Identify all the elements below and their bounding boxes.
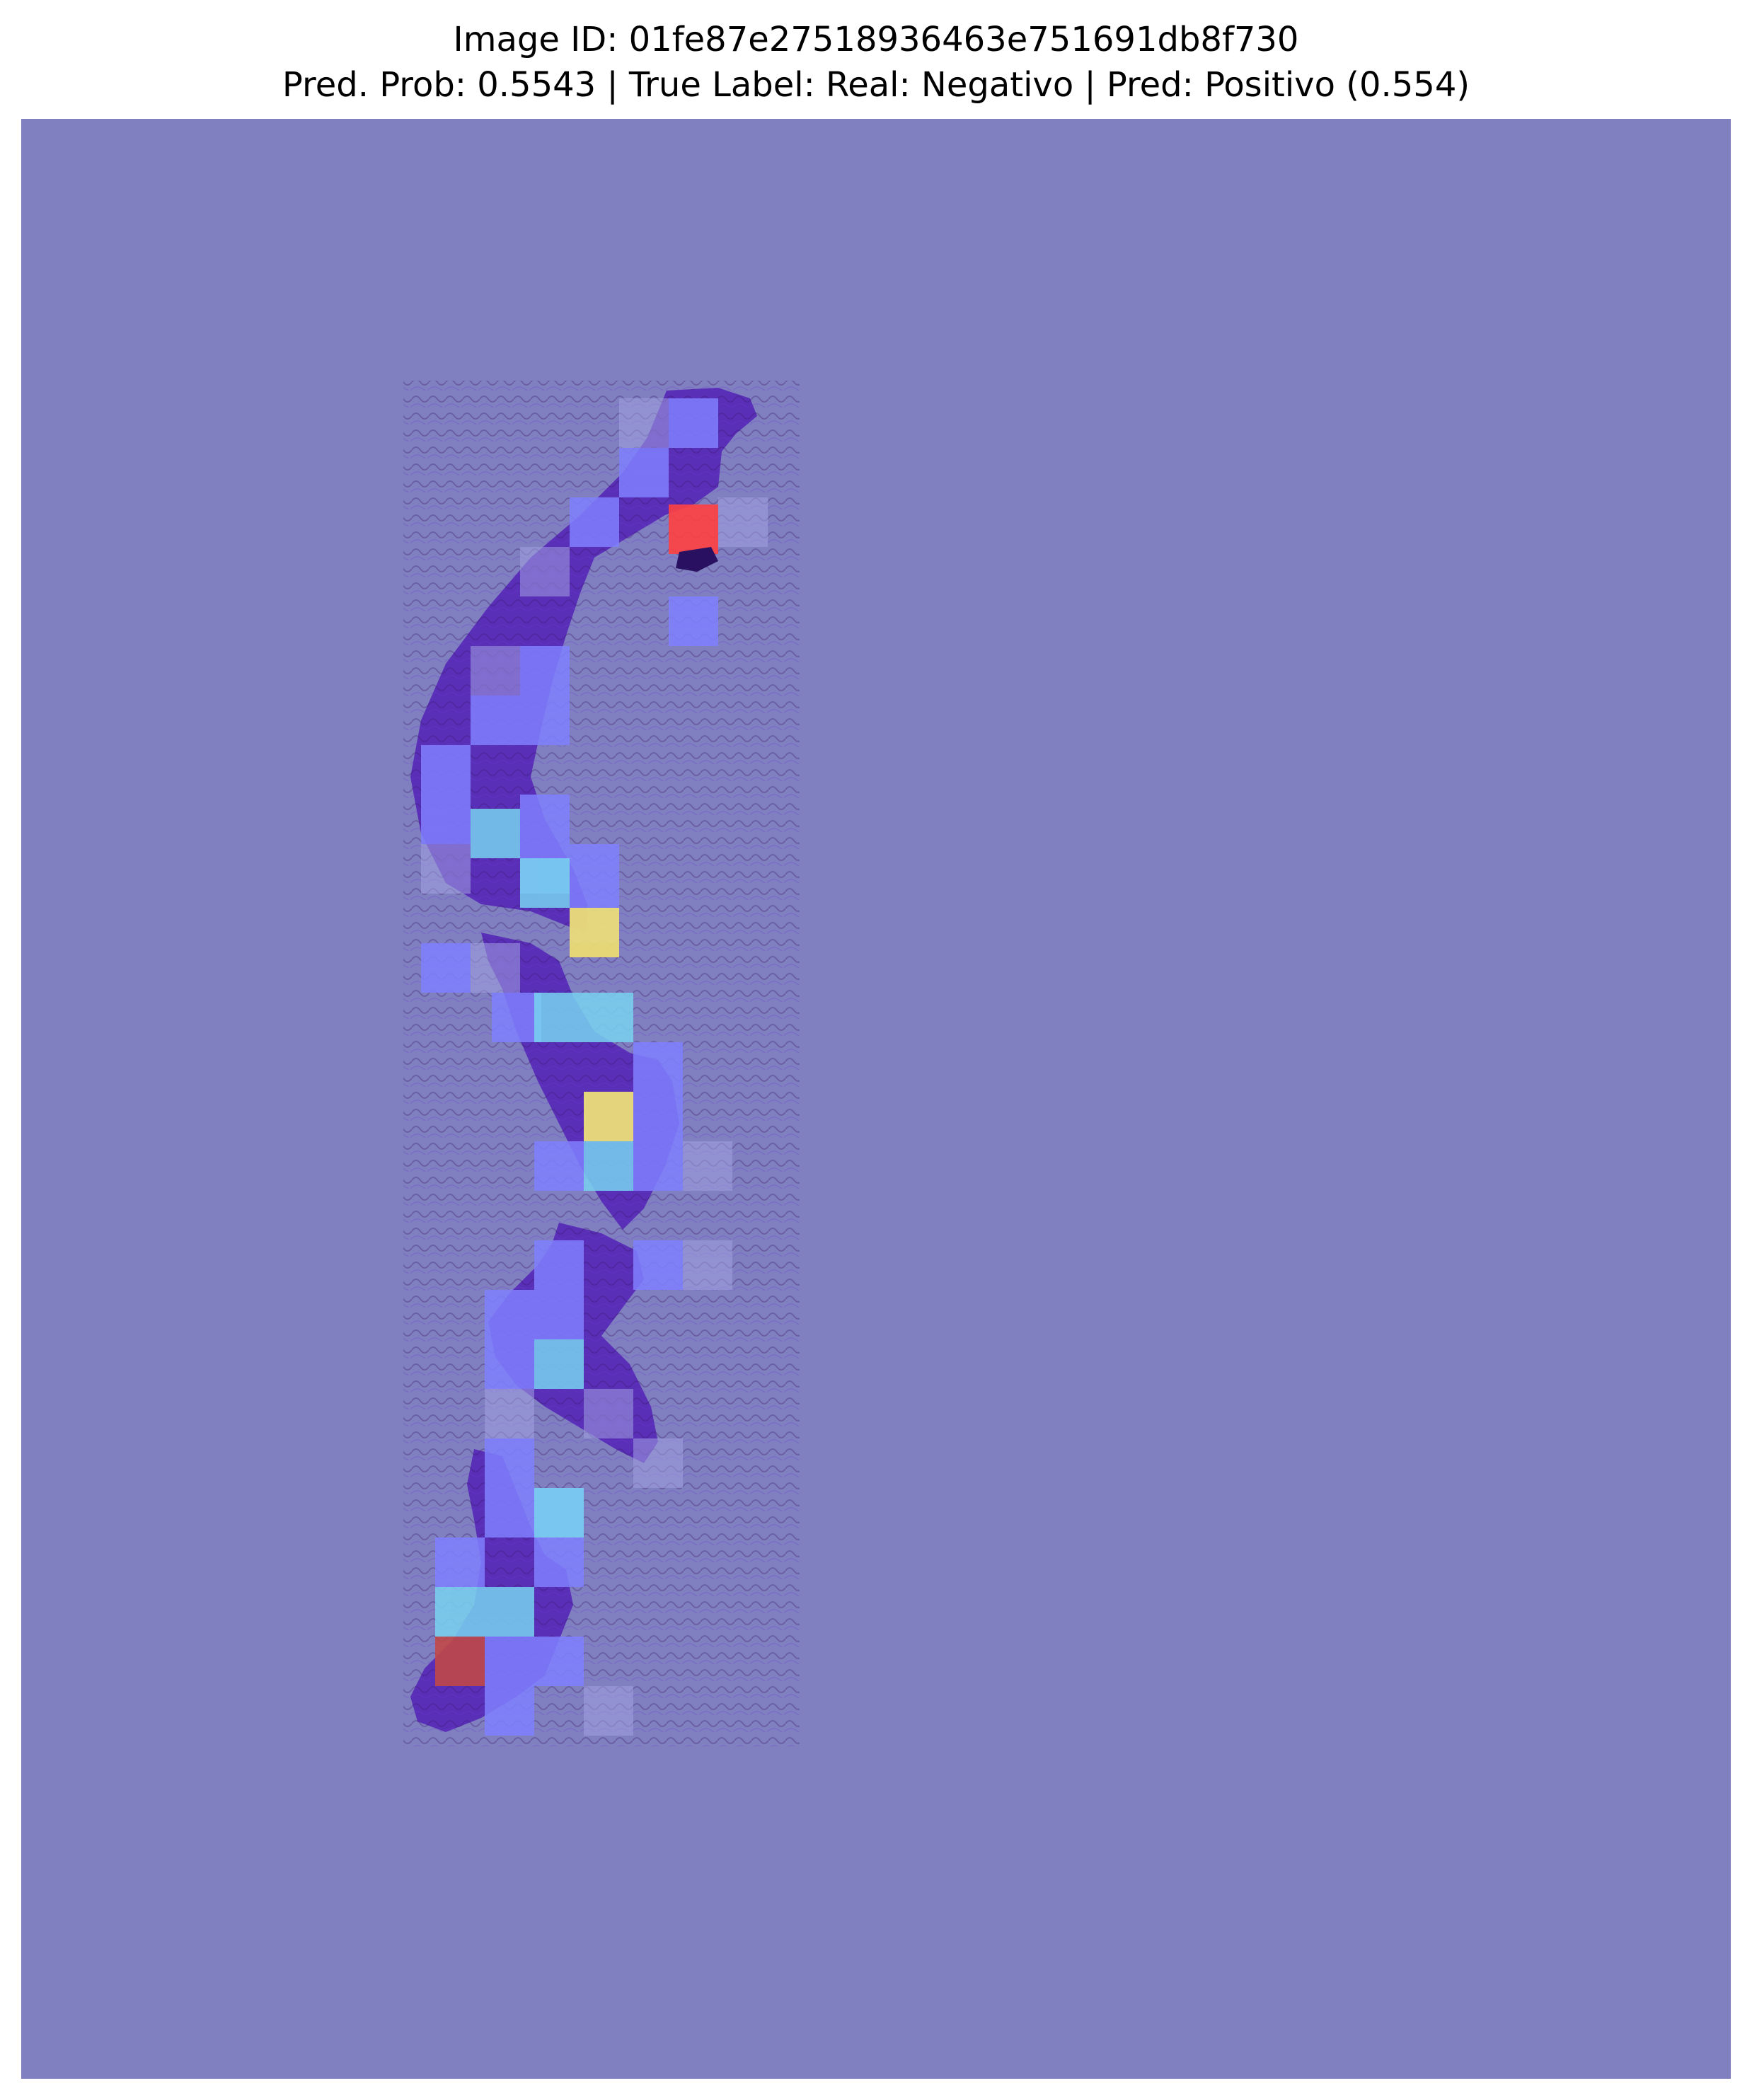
title-image-id: Image ID: 01fe87e27518936463e751691db8f7…	[453, 20, 1299, 59]
title-prediction-summary: Pred. Prob: 0.5543 | True Label: Real: N…	[282, 65, 1470, 105]
tissue-dark-fragment	[676, 547, 718, 572]
faint-attention-patches	[421, 398, 768, 1736]
mid-attention-patches	[435, 809, 633, 1637]
heatmap-canvas	[403, 381, 800, 1746]
max-attention-patches	[435, 504, 718, 1686]
attention-heatmap-overlay	[21, 119, 1731, 2079]
tissue-section	[403, 381, 800, 1746]
figure-title: Image ID: 01fe87e27518936463e751691db8f7…	[0, 17, 1752, 108]
low-attention-patches	[421, 398, 718, 1736]
high-attention-patches	[570, 908, 633, 1141]
